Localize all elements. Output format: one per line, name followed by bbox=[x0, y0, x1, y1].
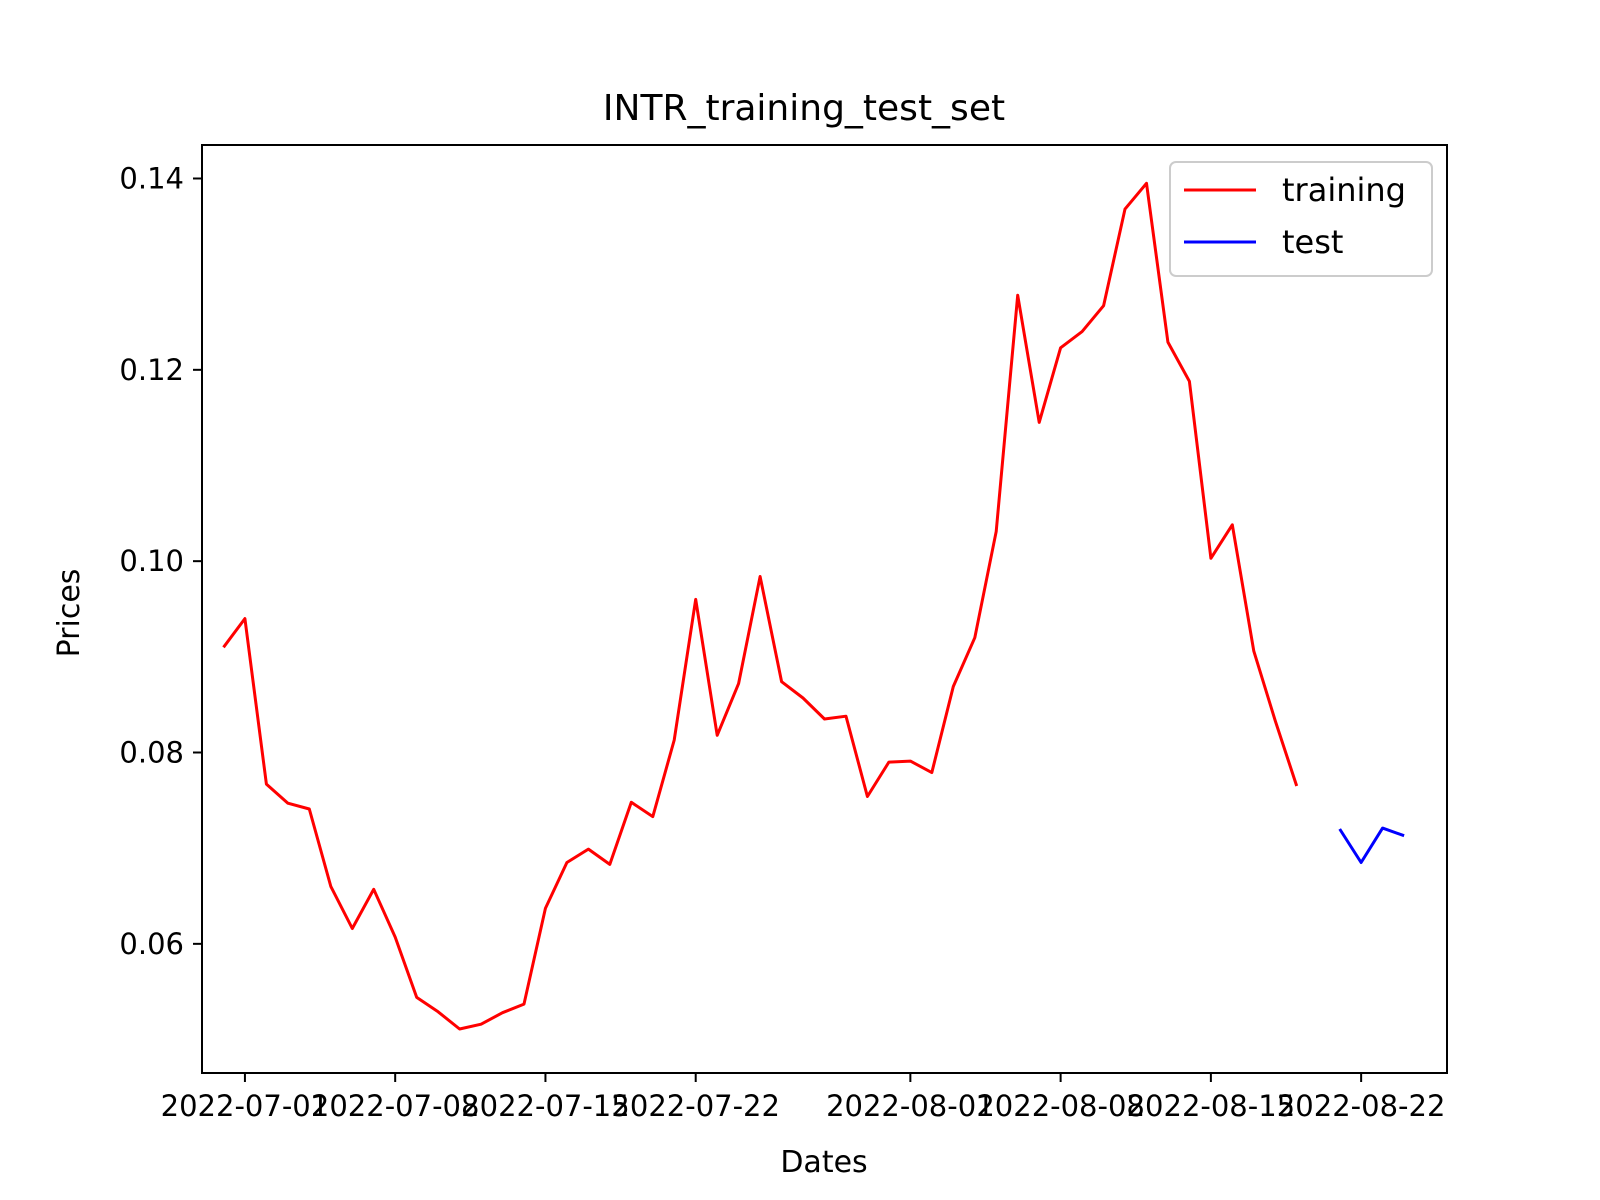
data-point-training-29 bbox=[844, 714, 848, 718]
data-point-training-23 bbox=[715, 733, 719, 737]
data-point-training-10 bbox=[436, 1010, 440, 1014]
data-point-training-39 bbox=[1059, 346, 1063, 350]
data-point-training-19 bbox=[629, 800, 633, 804]
data-point-training-37 bbox=[1016, 293, 1020, 297]
data-point-training-1 bbox=[243, 617, 247, 621]
data-point-training-41 bbox=[1102, 304, 1106, 308]
data-point-training-3 bbox=[286, 801, 290, 805]
data-point-training-26 bbox=[780, 680, 784, 684]
data-point-training-28 bbox=[823, 717, 827, 721]
data-point-training-4 bbox=[307, 807, 311, 811]
data-point-training-22 bbox=[694, 597, 698, 601]
x-tick-label-4: 2022-08-01 bbox=[826, 1089, 995, 1123]
legend: training test bbox=[1169, 161, 1433, 277]
data-point-training-7 bbox=[372, 887, 376, 891]
data-point-test-2 bbox=[1381, 826, 1385, 830]
x-tick-label-7: 2022-08-22 bbox=[1277, 1089, 1446, 1123]
data-point-training-42 bbox=[1123, 207, 1127, 211]
data-point-training-45 bbox=[1187, 379, 1191, 383]
data-point-training-36 bbox=[994, 530, 998, 534]
plot-frame bbox=[201, 144, 1448, 1074]
chart-title: INTR_training_test_set bbox=[603, 88, 1005, 129]
series-line-test bbox=[1338, 826, 1405, 864]
y-tick-label-1: 0.08 bbox=[119, 736, 184, 770]
data-point-training-32 bbox=[908, 759, 912, 763]
data-point-training-24 bbox=[737, 682, 741, 686]
y-tick-label-3: 0.12 bbox=[119, 353, 184, 387]
data-point-training-30 bbox=[865, 795, 869, 799]
x-tick-label-5: 2022-08-08 bbox=[976, 1089, 1145, 1123]
x-tick-label-3: 2022-07-22 bbox=[611, 1089, 780, 1123]
data-point-training-16 bbox=[565, 861, 569, 865]
data-point-training-9 bbox=[415, 995, 419, 999]
data-point-training-2 bbox=[264, 782, 268, 786]
y-tick-label-4: 0.14 bbox=[119, 161, 184, 195]
data-point-training-49 bbox=[1273, 719, 1277, 723]
data-point-training-43 bbox=[1145, 181, 1149, 185]
y-tick-label-0: 0.06 bbox=[119, 927, 184, 961]
data-point-training-33 bbox=[930, 771, 934, 775]
data-point-training-15 bbox=[543, 906, 547, 910]
data-point-training-8 bbox=[393, 935, 397, 939]
data-point-training-11 bbox=[458, 1027, 462, 1031]
data-point-training-21 bbox=[672, 738, 676, 742]
y-tick-label-2: 0.10 bbox=[119, 544, 184, 578]
x-tick-label-0: 2022-07-01 bbox=[161, 1089, 330, 1123]
x-tick-label-2: 2022-07-15 bbox=[461, 1089, 630, 1123]
data-point-training-13 bbox=[501, 1011, 505, 1015]
data-point-training-20 bbox=[651, 815, 655, 819]
data-point-training-35 bbox=[973, 636, 977, 640]
data-point-training-12 bbox=[479, 1022, 483, 1026]
x-tick-label-6: 2022-08-15 bbox=[1127, 1089, 1296, 1123]
data-point-training-34 bbox=[951, 685, 955, 689]
data-point-training-25 bbox=[758, 575, 762, 579]
data-point-training-18 bbox=[608, 862, 612, 866]
x-axis-title: Dates bbox=[780, 1145, 867, 1180]
data-point-training-31 bbox=[887, 760, 891, 764]
data-point-training-44 bbox=[1166, 340, 1170, 344]
data-point-training-17 bbox=[586, 847, 590, 851]
legend-label-test: test bbox=[1282, 223, 1343, 261]
data-point-training-46 bbox=[1209, 556, 1213, 560]
data-point-training-6 bbox=[350, 927, 354, 931]
data-point-training-14 bbox=[522, 1002, 526, 1006]
data-point-training-47 bbox=[1230, 523, 1234, 527]
data-point-training-0 bbox=[222, 645, 226, 649]
data-point-test-1 bbox=[1359, 861, 1363, 865]
y-axis: 0.06 0.08 0.10 0.12 0.14 bbox=[119, 161, 202, 961]
data-point-test-0 bbox=[1338, 827, 1342, 831]
y-axis-title: Prices bbox=[52, 569, 87, 658]
data-point-training-5 bbox=[329, 884, 333, 888]
legend-label-training: training bbox=[1282, 171, 1406, 209]
data-point-training-48 bbox=[1252, 649, 1256, 653]
data-point-training-40 bbox=[1080, 330, 1084, 334]
data-point-training-38 bbox=[1037, 420, 1041, 424]
series-layer bbox=[222, 181, 1406, 1031]
data-point-test-3 bbox=[1402, 834, 1406, 838]
x-axis: 2022-07-012022-07-082022-07-152022-07-22… bbox=[161, 1073, 1446, 1123]
series-line-training bbox=[222, 181, 1299, 1031]
data-point-training-50 bbox=[1295, 784, 1299, 788]
x-tick-label-1: 2022-07-08 bbox=[311, 1089, 480, 1123]
data-point-training-27 bbox=[801, 696, 805, 700]
